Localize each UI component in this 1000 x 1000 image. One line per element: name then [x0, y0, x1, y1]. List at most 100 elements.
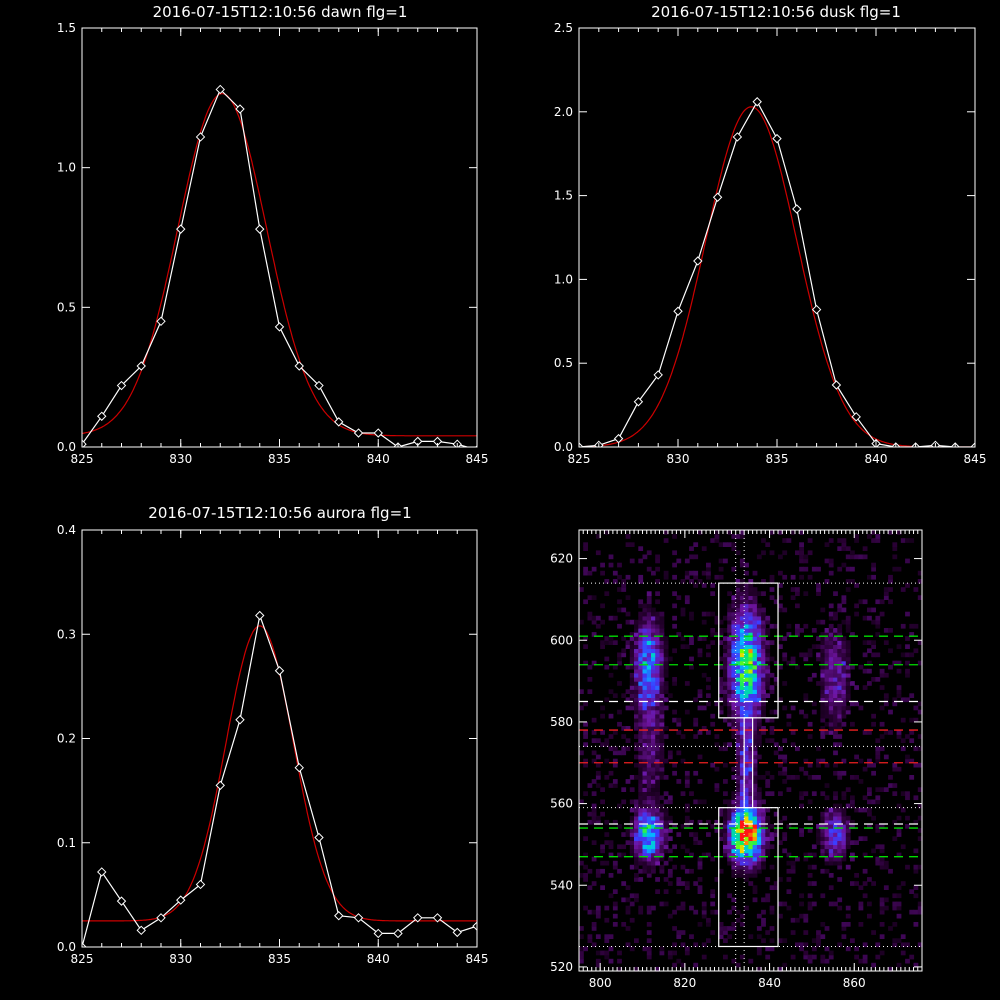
- heatmap-pixel: [765, 783, 771, 788]
- heatmap-pixel: [828, 570, 834, 576]
- heatmap-pixel: [655, 766, 660, 772]
- heatmap-pixel: [600, 844, 605, 850]
- heatmap-pixel: [765, 672, 771, 678]
- heatmap-pixel: [667, 881, 673, 886]
- heatmap-pixel: [769, 738, 775, 743]
- heatmap-pixel: [646, 766, 652, 772]
- heatmap-pixel: [799, 628, 804, 633]
- heatmap-pixel: [684, 779, 690, 784]
- heatmap-pixel: [837, 832, 843, 837]
- heatmap-pixel: [676, 881, 682, 886]
- heatmap-pixel: [646, 705, 652, 711]
- heatmap-pixel: [731, 832, 737, 837]
- heatmap-pixel: [642, 738, 648, 743]
- heatmap-pixel: [752, 648, 758, 654]
- heatmap-pixel: [735, 603, 741, 609]
- heatmap-pixel: [693, 799, 699, 805]
- heatmap-pixel: [625, 697, 631, 703]
- heatmap-pixel: [833, 689, 838, 694]
- heatmap-pixel: [773, 660, 779, 666]
- heatmap-pixel: [824, 730, 830, 735]
- heatmap-pixel: [629, 848, 635, 854]
- heatmap-pixel: [858, 836, 864, 841]
- heatmap-pixel: [803, 554, 809, 560]
- heatmap-pixel: [739, 640, 745, 645]
- heatmap-pixel: [731, 623, 737, 629]
- heatmap-pixel: [744, 619, 749, 625]
- heatmap-pixel: [837, 819, 843, 825]
- heatmap-pixel: [706, 852, 711, 858]
- heatmap-pixel: [684, 709, 690, 715]
- heatmap-pixel: [680, 644, 686, 649]
- heatmap-pixel: [782, 550, 788, 556]
- heatmap-pixel: [680, 930, 686, 935]
- heatmap-pixel: [608, 770, 614, 776]
- heatmap-pixel: [828, 828, 834, 833]
- heatmap-pixel: [845, 546, 851, 551]
- heatmap-pixel: [837, 632, 843, 637]
- heatmap-pixel: [714, 632, 720, 637]
- heatmap-pixel: [837, 844, 843, 850]
- heatmap-pixel: [778, 966, 783, 972]
- heatmap-ytick-label: 560: [550, 797, 573, 811]
- heatmap-pixel: [718, 697, 724, 703]
- heatmap-pixel: [608, 615, 614, 621]
- heatmap-pixel: [748, 595, 754, 600]
- heatmap-pixel: [634, 742, 639, 747]
- heatmap-pixel: [799, 795, 804, 801]
- heatmap-pixel: [663, 775, 669, 780]
- heatmap-pixel: [642, 672, 648, 678]
- heatmap-pixel: [625, 909, 631, 915]
- heatmap-pixel: [676, 905, 682, 911]
- heatmap-pixel: [748, 934, 754, 939]
- heatmap-pixel: [663, 819, 669, 825]
- heatmap-pixel: [727, 807, 732, 813]
- heatmap-pixel: [761, 677, 766, 682]
- dawn-ytick-label: 0.0: [57, 440, 76, 454]
- heatmap-pixel: [892, 901, 898, 907]
- heatmap-pixel: [621, 583, 627, 588]
- heatmap-pixel: [727, 934, 732, 939]
- heatmap-pixel: [727, 713, 732, 719]
- heatmap-pixel: [672, 534, 677, 539]
- heatmap-pixel: [684, 848, 690, 854]
- heatmap-pixel: [663, 648, 669, 654]
- heatmap-pixel: [795, 942, 800, 948]
- heatmap-pixel: [655, 877, 660, 882]
- heatmap-pixel: [811, 844, 817, 850]
- heatmap-pixel: [748, 819, 754, 825]
- heatmap-pixel: [752, 758, 758, 764]
- heatmap-pixel: [761, 701, 766, 707]
- heatmap-pixel: [659, 705, 665, 711]
- heatmap-pixel: [824, 693, 830, 698]
- heatmap-pixel: [824, 795, 830, 801]
- dawn-data-point: [82, 439, 87, 447]
- heatmap-pixel: [761, 897, 766, 903]
- heatmap-pixel: [816, 938, 821, 943]
- heatmap-pixel: [850, 938, 855, 943]
- heatmap-pixel: [600, 640, 605, 645]
- heatmap-pixel: [756, 734, 762, 739]
- heatmap-pixel: [718, 832, 724, 837]
- heatmap-pixel: [841, 713, 847, 719]
- heatmap-pixel: [841, 709, 847, 715]
- heatmap-pixel: [735, 917, 741, 923]
- heatmap-pixel: [828, 856, 834, 862]
- heatmap-pixel: [778, 570, 783, 576]
- heatmap-pixel: [710, 901, 716, 907]
- heatmap-pixel: [845, 660, 851, 666]
- heatmap-pixel: [867, 660, 872, 666]
- heatmap-pixel: [828, 632, 834, 637]
- heatmap-pixel: [909, 652, 915, 658]
- dawn-xtick-label: 830: [169, 452, 192, 466]
- heatmap-pixel: [663, 791, 669, 796]
- heatmap-pixel: [748, 721, 754, 727]
- heatmap-pixel: [833, 807, 838, 813]
- heatmap-pixel: [706, 693, 711, 698]
- heatmap-pixel: [917, 815, 923, 821]
- heatmap-pixel: [646, 819, 652, 825]
- heatmap-pixel: [739, 795, 745, 801]
- heatmap-pixel: [871, 652, 876, 658]
- heatmap-pixel: [795, 623, 800, 629]
